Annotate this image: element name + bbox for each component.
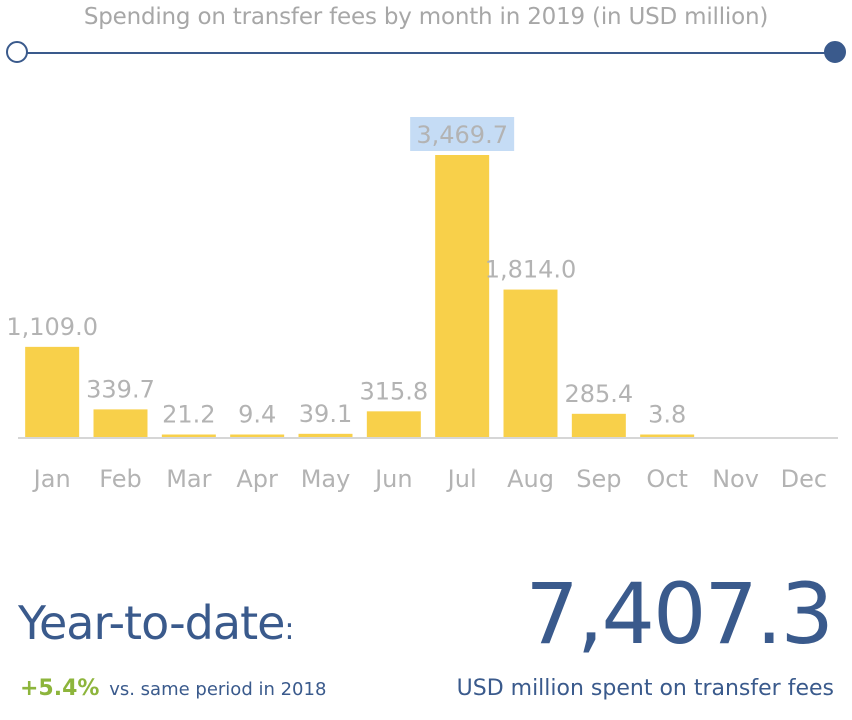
ytd-label: Year-to-date [18,596,285,650]
bar-oct[interactable] [640,434,695,438]
slider-track[interactable] [20,52,832,54]
x-tick-label-aug: Aug [507,465,554,493]
x-tick-label-sep: Sep [576,465,621,493]
chart-title: Spending on transfer fees by month in 20… [83,4,769,30]
ytd-total-caption: USD million spent on transfer fees [456,676,834,701]
value-label-sep: 285.4 [564,380,633,408]
bar-jan[interactable] [25,346,80,437]
bar-aug[interactable] [503,289,558,437]
bar-sep[interactable] [571,413,626,437]
bar-feb[interactable] [93,409,148,437]
bar-mar[interactable] [161,434,216,438]
value-label-oct: 3.8 [648,401,686,429]
value-label-jul: 3,469.7 [416,121,508,149]
ytd-change-text: vs. same period in 2018 [109,679,327,700]
x-tick-label-jan: Jan [32,465,71,493]
value-label-aug: 1,814.0 [485,256,577,284]
value-label-jan: 1,109.0 [6,313,98,341]
x-tick-label-apr: Apr [236,465,278,493]
ytd-colon: : [284,612,294,647]
ytd-change-row: +5.4% vs. same period in 2018 [20,676,326,701]
x-tick-label-feb: Feb [99,465,142,493]
ytd-heading: Year-to-date: [18,596,295,650]
month-range-slider[interactable] [0,38,852,68]
bar-apr[interactable] [230,434,285,438]
value-label-highlight-jul [410,117,515,151]
bar-jul[interactable] [435,155,490,437]
x-tick-label-may: May [301,465,351,493]
bar-may[interactable] [298,433,353,437]
value-label-apr: 9.4 [238,401,276,429]
value-label-jun: 315.8 [359,377,428,405]
value-label-mar: 21.2 [162,401,215,429]
x-tick-label-jun: Jun [373,465,413,493]
slider-start-handle[interactable] [6,41,28,63]
x-tick-label-oct: Oct [646,465,688,493]
x-tick-label-mar: Mar [166,465,211,493]
ytd-change-value: +5.4% [20,676,100,701]
x-tick-label-dec: Dec [781,465,827,493]
bar-jun[interactable] [366,411,421,437]
value-label-may: 39.1 [299,400,352,428]
ytd-total-value: 7,407.3 [525,565,834,663]
x-tick-label-nov: Nov [712,465,759,493]
x-tick-label-jul: Jul [446,465,477,493]
slider-end-handle[interactable] [824,41,846,63]
value-label-feb: 339.7 [86,375,155,403]
